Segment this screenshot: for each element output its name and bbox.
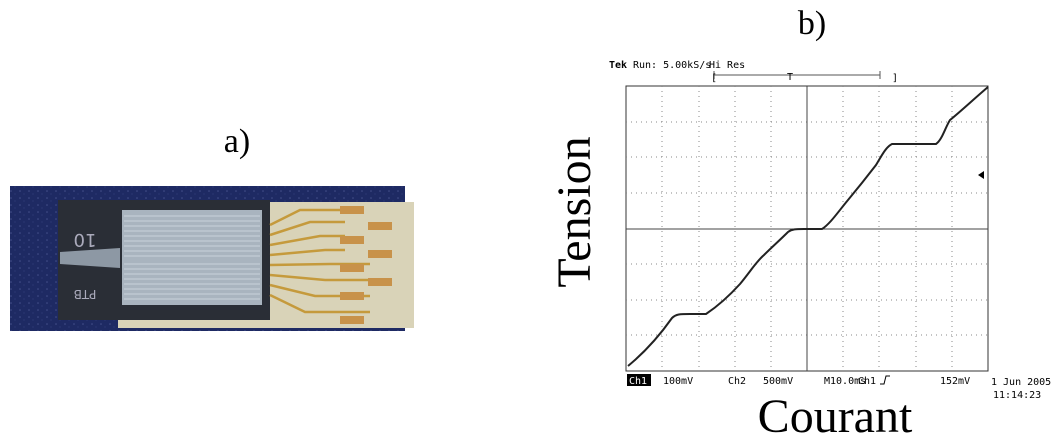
- scope-mode: Hi Res: [709, 60, 745, 71]
- scope-header: Tek Run: 5.00kS/s Hi Res [ T ]: [609, 60, 898, 84]
- scope-brand: Tek: [609, 60, 627, 71]
- date: 1 Jun 2005: [991, 377, 1051, 388]
- chip-photo: 10 PTB: [10, 186, 414, 331]
- scope-status: Run: 5.00kS/s: [633, 60, 711, 71]
- timebase: M10.0ms: [824, 376, 866, 387]
- chip-maker: PTB: [74, 287, 97, 301]
- channel-1-scale: 100mV: [663, 376, 693, 387]
- panel-label: a): [224, 123, 250, 160]
- x-axis-label: Courant: [758, 390, 913, 439]
- channel-2-scale: 500mV: [763, 376, 793, 387]
- channel-1: Ch1: [629, 376, 647, 387]
- chip-number: 10: [74, 229, 97, 250]
- bracket-close: ]: [892, 73, 898, 84]
- trigger-source: Ch1: [858, 376, 876, 387]
- trigger-level: 152mV: [940, 376, 970, 387]
- scope-screen: [625, 85, 989, 372]
- panel-label: b): [798, 5, 826, 42]
- bracket-open: [: [711, 73, 717, 84]
- channel-2: Ch2: [728, 376, 746, 387]
- time: 11:14:23: [993, 390, 1041, 401]
- scope-readout: Ch1 100mV Ch2 500mV M10.0ms Ch1 152mV 1 …: [627, 374, 1051, 401]
- y-axis-label: Tension: [548, 136, 601, 287]
- trigger-position: T: [787, 72, 793, 83]
